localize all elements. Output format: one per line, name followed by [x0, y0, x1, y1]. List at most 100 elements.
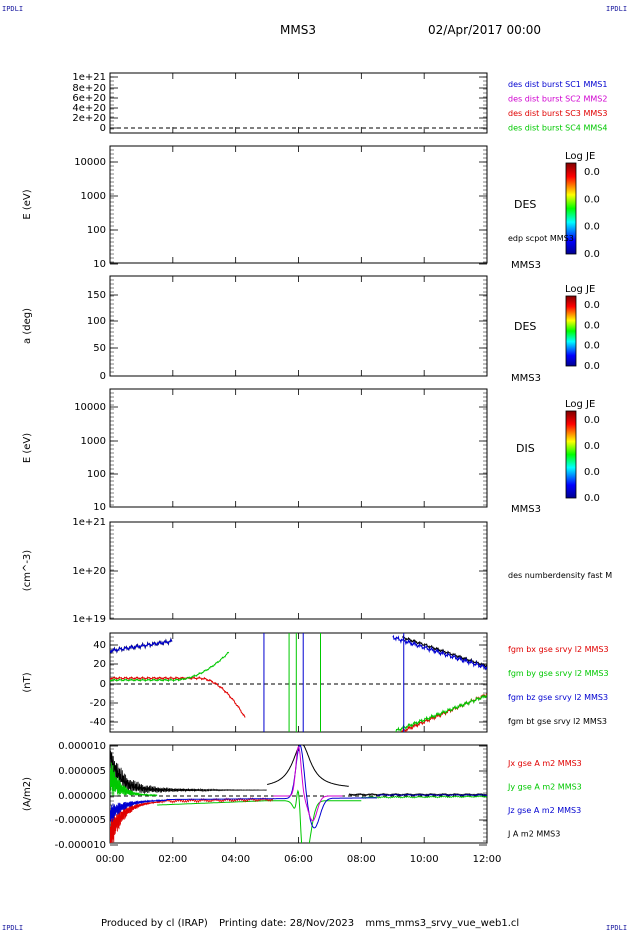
colorbar-tick-p4: 0.0 [584, 415, 600, 426]
colorbar-title-p3: Log JE [565, 284, 595, 295]
x-tick-label: 06:00 [284, 854, 313, 865]
colorbar-title-p4: Log JE [565, 399, 595, 410]
legend-entry-p6: fgm bt gse srvy l2 MMS3 [508, 717, 607, 726]
legend-entry-p1: des dist burst SC3 MMS3 [508, 109, 607, 118]
y-tick-label-p3: 0 [100, 371, 106, 382]
series-bz-p6 [392, 634, 487, 671]
corner-tl: IPDLI [2, 5, 24, 13]
series-jz-p7 [110, 798, 167, 822]
footer-produced-by: Produced by cl (IRAP) [101, 918, 208, 929]
panel-sc-p2: MMS3 [511, 260, 541, 271]
panel-frame-p4 [109, 388, 488, 508]
panel-label-p4: DIS [516, 442, 535, 455]
panel-frame-p5 [109, 521, 488, 620]
y-tick-label-p2: 10000 [74, 157, 106, 168]
y-tick-label-p2: 1000 [81, 191, 106, 202]
colorbar-p4 [565, 410, 577, 499]
colorbar-tick-p3: 0.0 [584, 320, 600, 331]
colorbar-tick-p4: 0.0 [584, 441, 600, 452]
plot-area-p7 [110, 745, 487, 843]
y-tick-label-p1: 6e+20 [72, 93, 106, 104]
y-tick-label-p1: 2e+20 [72, 113, 106, 124]
series-jx-p7 [110, 800, 161, 843]
corner-bl: IPDLI [2, 924, 24, 932]
footer: Produced by cl (IRAP) Printing date: 28/… [101, 918, 527, 929]
legend-entry-p6: fgm bz gse srvy l2 MMS3 [508, 693, 608, 702]
series-jy-p7 [361, 795, 487, 799]
y-tick-label-p6: -40 [90, 717, 106, 728]
x-tick-label: 08:00 [347, 854, 376, 865]
y-tick-label-p4: 100 [87, 469, 106, 480]
colorbar-tick-p3: 0.0 [584, 300, 600, 311]
y-tick-label-p2: 100 [87, 225, 106, 236]
y-axis-label-p4: E (eV) [22, 433, 33, 463]
series-jy-p7 [157, 789, 362, 843]
y-tick-label-p7: 0.000010 [58, 741, 106, 752]
colorbar-title-p2: Log JE [565, 151, 595, 162]
legend-entry-p7: Jy gse A m2 MMS3 [507, 783, 582, 792]
y-tick-label-p1: 0 [100, 123, 106, 134]
date-title: 02/Apr/2017 00:00 [428, 23, 542, 37]
series-bx-p6 [110, 675, 246, 718]
legend-entry-p6: fgm by gse srvy l2 MMS3 [508, 669, 609, 678]
panel-frame-p2 [109, 145, 488, 264]
panel-sc-p3: MMS3 [511, 373, 541, 384]
colorbar-tick-p3: 0.0 [584, 341, 600, 352]
series-magenta-p7 [273, 745, 343, 822]
series-bz-p6 [110, 637, 173, 654]
y-tick-label-p1: 8e+20 [72, 83, 106, 94]
series-jz-p7 [376, 793, 487, 797]
y-tick-label-p3: 100 [87, 316, 106, 327]
colorbar-tick-p2: 0.0 [584, 194, 600, 205]
y-axis-label-p3: a (deg) [22, 308, 33, 344]
panel-frame-p3 [109, 275, 488, 377]
y-tick-label-p7: -0.000005 [55, 815, 106, 826]
y-axis-label-p7: (A/m2) [22, 777, 33, 811]
y-axis-label-p5: (cm^-3) [22, 550, 33, 591]
series-bt-p6 [402, 634, 487, 668]
y-tick-label-p6: 40 [93, 640, 106, 651]
legend-entry-p6: fgm bx gse srvy l2 MMS3 [508, 645, 609, 654]
legend-entry-p5: des numberdensity fast M [508, 571, 612, 580]
panel-sublabel-p2: edp scpot MMS3 [508, 234, 574, 243]
x-tick-label: 00:00 [96, 854, 125, 865]
colorbar-p2 [565, 162, 577, 255]
y-axis-label-p2: E (eV) [22, 189, 33, 219]
series-by-p6 [110, 651, 230, 683]
x-tick-label: 12:00 [473, 854, 502, 865]
legend-entry-p1: des dist burst SC1 MMS1 [508, 80, 607, 89]
colorbar-tick-p4: 0.0 [584, 467, 600, 478]
y-axis-label-p6: (nT) [22, 672, 33, 692]
series-j-p7 [110, 750, 267, 794]
y-tick-label-p3: 50 [93, 343, 106, 354]
legend-entry-p7: Jx gse A m2 MMS3 [507, 759, 582, 768]
x-tick-label: 04:00 [221, 854, 250, 865]
colorbar-tick-p3: 0.0 [584, 361, 600, 372]
panel-label-p2: DES [514, 198, 536, 211]
y-tick-label-p7: 0.000000 [58, 791, 106, 802]
x-tick-label: 02:00 [158, 854, 187, 865]
panel-frame-p1 [109, 72, 488, 134]
colorbar-p3 [565, 295, 577, 367]
y-tick-label-p7: 0.000005 [58, 766, 106, 777]
colorbar-tick-p2: 0.0 [584, 167, 600, 178]
y-tick-label-p5: 1e+21 [72, 517, 106, 528]
y-tick-label-p1: 4e+20 [72, 103, 106, 114]
legend-entry-p7: Jz gse A m2 MMS3 [507, 806, 581, 815]
colorbar-tick-p4: 0.0 [584, 493, 600, 504]
panel-sc-p4: MMS3 [511, 504, 541, 515]
y-tick-label-p7: -0.000010 [55, 840, 106, 851]
y-tick-label-p6: 20 [93, 659, 106, 670]
y-tick-label-p5: 1e+19 [72, 614, 106, 625]
corner-br: IPDLI [606, 924, 628, 932]
series-bx-p6 [400, 693, 487, 732]
panel-label-p3: DES [514, 320, 536, 333]
y-tick-label-p6: -20 [90, 698, 106, 709]
y-tick-label-p5: 1e+20 [72, 566, 106, 577]
x-tick-label: 10:00 [410, 854, 439, 865]
plot-area-p6 [110, 633, 487, 732]
y-tick-label-p6: 0 [100, 679, 106, 690]
y-tick-label-p4: 1000 [81, 436, 106, 447]
